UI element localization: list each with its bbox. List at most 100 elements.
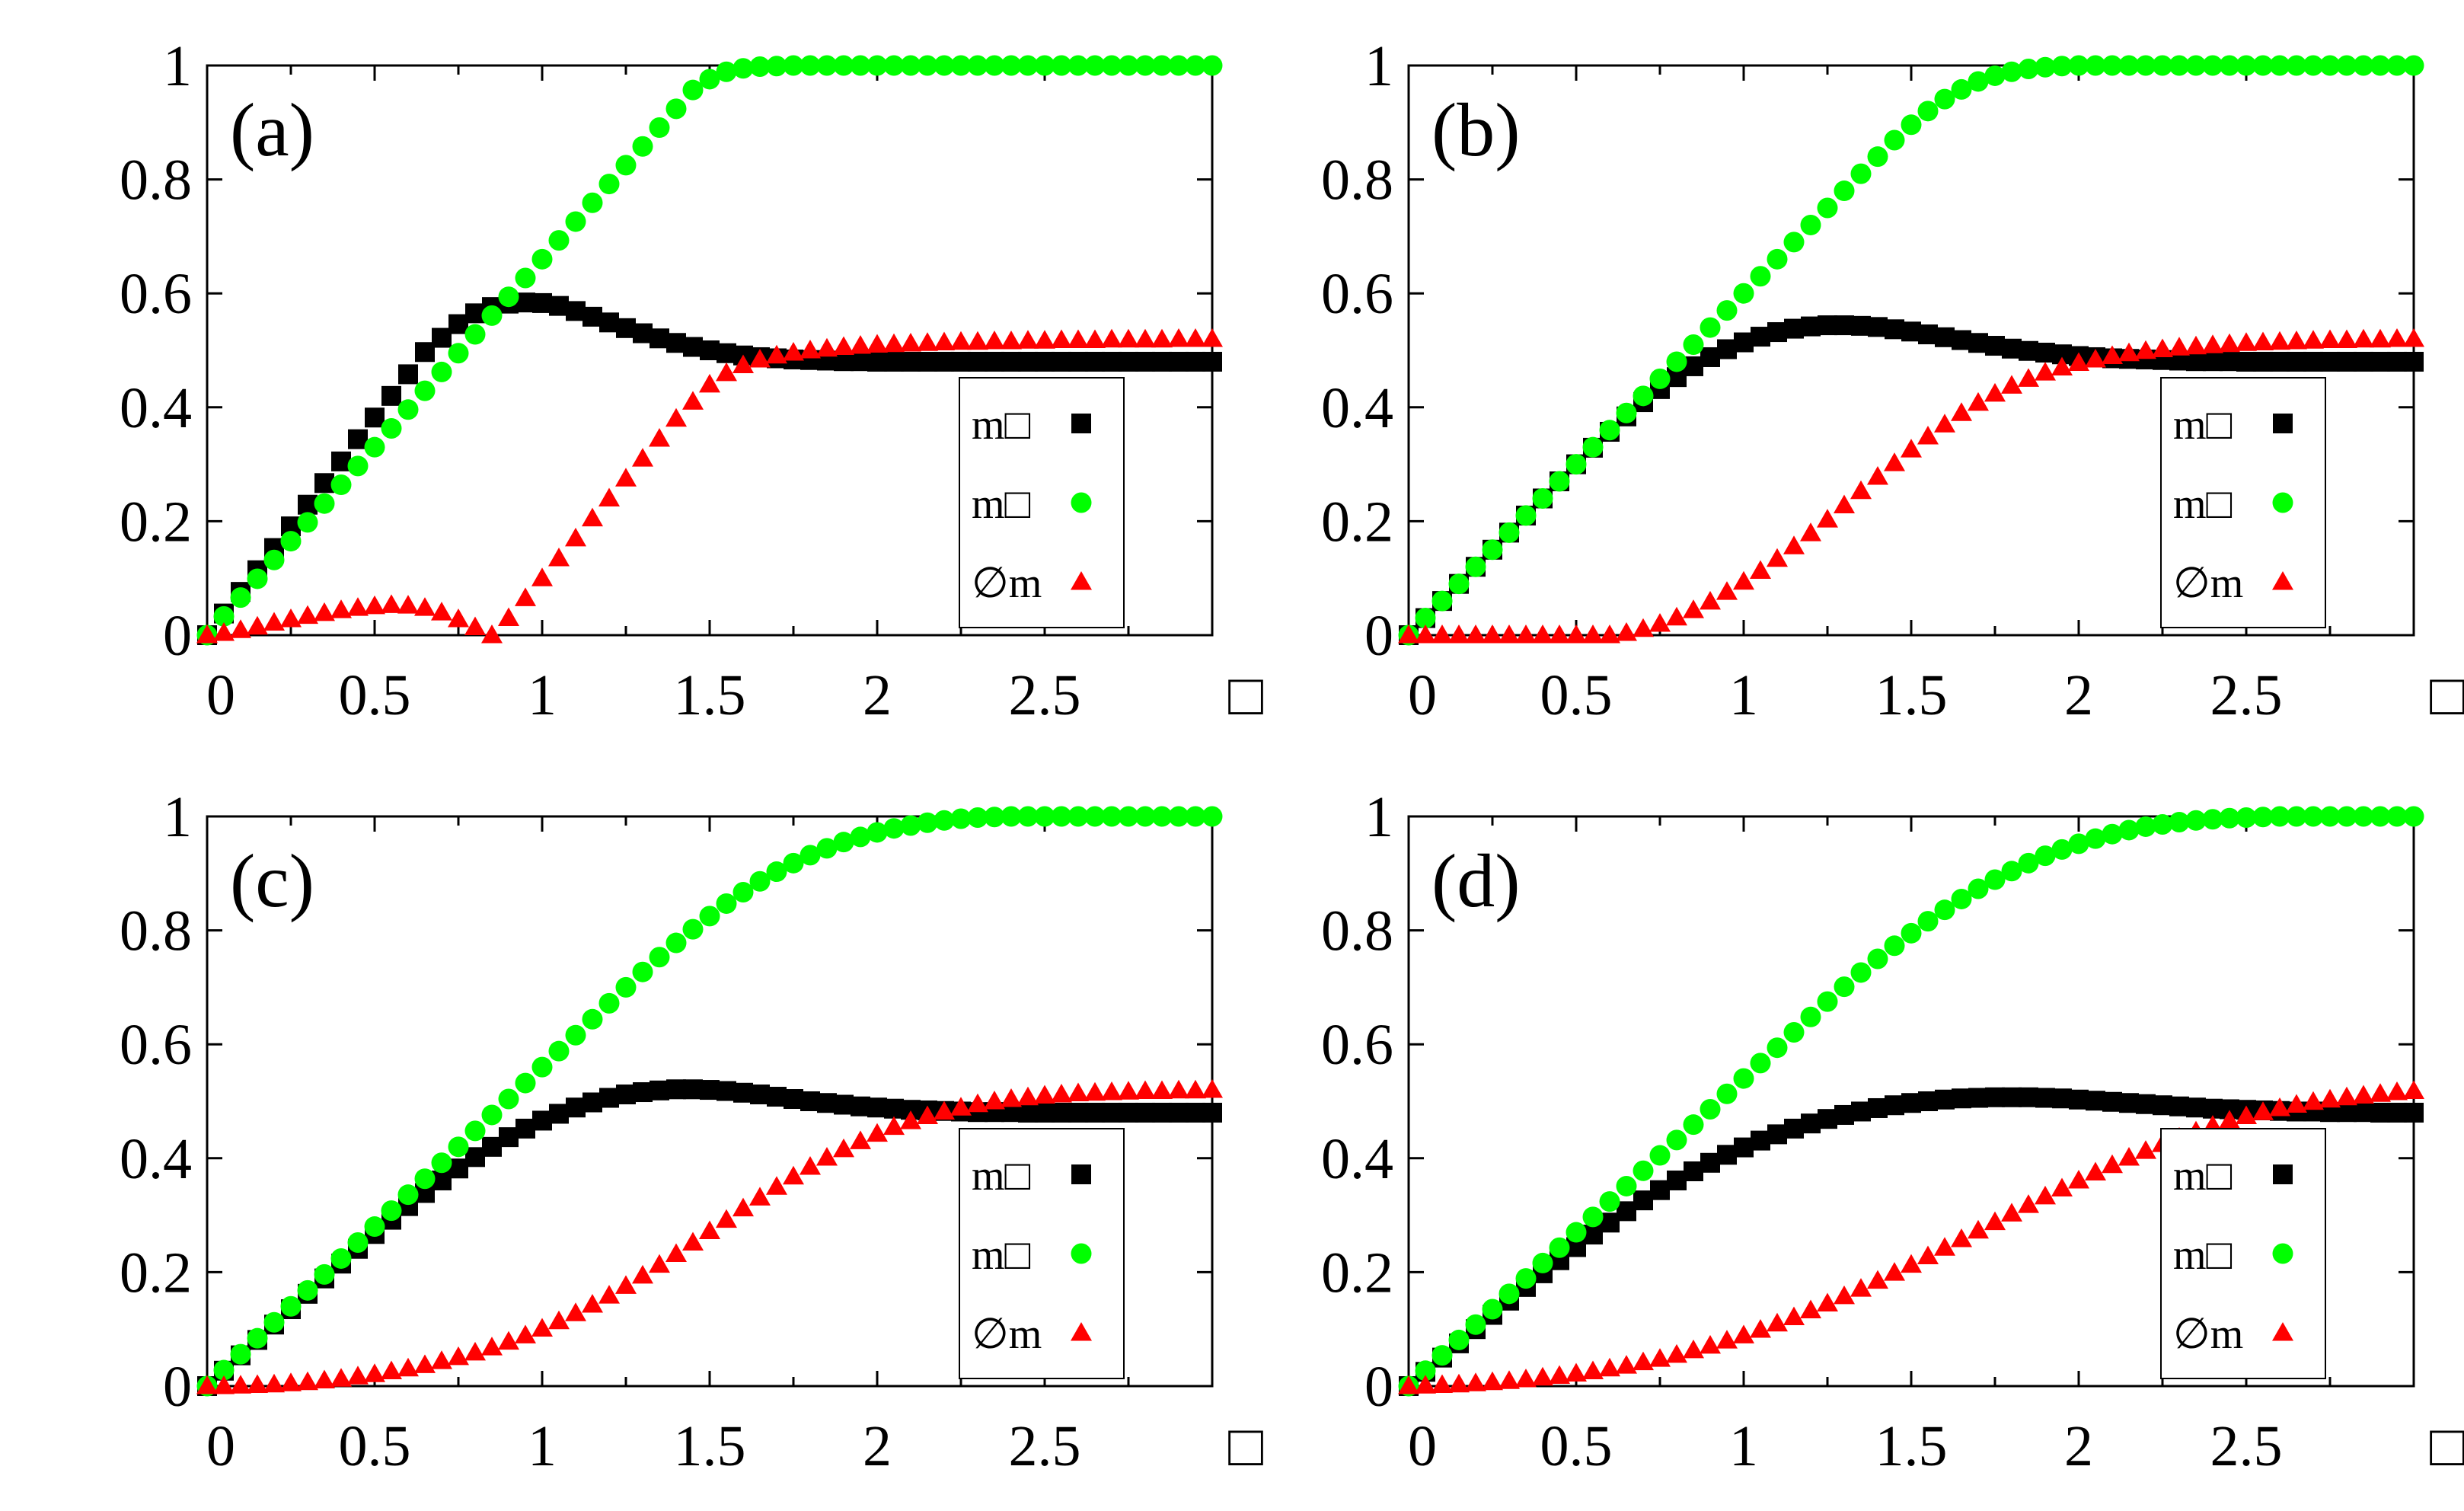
data-point-triangle	[565, 527, 586, 547]
data-point-circle	[850, 55, 871, 76]
data-point-circle	[2202, 55, 2223, 76]
data-point-square	[666, 1079, 686, 1100]
data-point-square	[2404, 1102, 2424, 1123]
data-point-triangle	[1599, 1357, 1620, 1377]
data-point-triangle	[1884, 1262, 1905, 1281]
data-point-circle	[347, 455, 369, 477]
data-point-triangle	[900, 1110, 921, 1129]
data-point-circle	[2353, 55, 2374, 76]
data-point-circle	[1051, 806, 1072, 827]
data-point-circle	[2018, 58, 2039, 79]
data-point-triangle	[2303, 1091, 2324, 1110]
data-point-triangle	[565, 1302, 586, 1321]
data-point-circle	[515, 1072, 536, 1094]
y-tick-label: 0	[1364, 604, 1393, 668]
data-point-triangle	[2118, 342, 2140, 362]
legend-label: m□	[972, 1152, 1031, 1200]
data-point-square	[1818, 1109, 1837, 1129]
data-point-square	[1751, 1130, 1770, 1151]
data-point-circle	[531, 1056, 553, 1078]
data-point-circle	[1633, 385, 1654, 407]
data-point-triangle	[1616, 622, 1637, 641]
data-point-triangle	[1800, 522, 1821, 541]
data-point-triangle	[448, 609, 469, 628]
data-point-triangle	[1901, 1254, 1922, 1273]
data-point-square	[1885, 319, 1904, 340]
data-point-triangle	[2353, 1085, 2374, 1104]
data-point-square	[934, 351, 954, 372]
data-point-circle	[1984, 869, 2006, 890]
data-point-triangle	[1482, 1371, 1503, 1391]
data-point-triangle	[2085, 348, 2106, 368]
data-point-circle	[1084, 55, 1106, 76]
data-point-triangle	[1917, 425, 1939, 445]
data-point-square	[1801, 316, 1821, 337]
data-point-triangle	[1968, 1219, 1989, 1239]
x-tick-label: 1.5	[1875, 1414, 1948, 1478]
data-point-circle	[1499, 522, 1520, 543]
data-point-circle	[1549, 471, 1570, 492]
data-point-triangle	[598, 1285, 620, 1304]
data-point-square	[532, 292, 552, 313]
data-point-square	[1918, 324, 1938, 345]
legend-label: m□	[2173, 1152, 2233, 1200]
data-point-triangle	[448, 1346, 469, 1366]
data-point-triangle	[1448, 625, 1470, 644]
data-point-triangle	[2252, 331, 2274, 351]
legend-label: ∅m	[2173, 560, 2243, 607]
data-point-triangle	[1185, 328, 1206, 347]
data-point-triangle	[280, 609, 302, 628]
data-point-square	[2153, 1095, 2172, 1116]
data-point-square	[2303, 351, 2323, 372]
data-point-triangle	[263, 612, 285, 631]
data-point-triangle	[867, 1123, 888, 1142]
data-point-triangle	[1633, 618, 1654, 637]
data-point-triangle	[1185, 1079, 1206, 1099]
data-point-circle	[883, 55, 905, 76]
data-point-circle	[1135, 55, 1156, 76]
x-tick-label: 1	[1729, 1414, 1758, 1478]
legend-marker-circle	[2272, 1243, 2293, 1264]
data-point-triangle	[1549, 1365, 1570, 1385]
data-point-triangle	[1151, 1080, 1173, 1100]
y-tick-label: 0	[163, 1355, 192, 1419]
data-point-triangle	[1051, 1084, 1072, 1103]
data-point-square	[1700, 347, 1720, 367]
data-point-square	[2035, 342, 2055, 363]
data-point-square	[381, 385, 401, 406]
data-point-circle	[247, 568, 268, 589]
data-point-circle	[2068, 55, 2089, 76]
data-point-triangle	[950, 1097, 972, 1116]
data-point-triangle	[1415, 625, 1436, 644]
data-point-circle	[2252, 807, 2274, 828]
data-point-circle	[1683, 1114, 1704, 1136]
data-point-triangle	[213, 1375, 235, 1394]
data-point-square	[1001, 351, 1021, 372]
data-point-triangle	[1017, 330, 1039, 349]
data-point-circle	[548, 1040, 570, 1062]
data-point-triangle	[632, 1264, 653, 1284]
data-point-square	[532, 1110, 552, 1131]
data-point-triangle	[1084, 329, 1106, 349]
data-point-circle	[2236, 807, 2257, 828]
legend-marker-square	[2273, 414, 2293, 433]
data-point-triangle	[867, 334, 888, 353]
data-point-circle	[1068, 806, 1089, 827]
data-point-triangle	[934, 1101, 955, 1120]
data-point-circle	[1499, 1283, 1520, 1305]
data-point-circle	[716, 61, 737, 82]
data-point-triangle	[1482, 625, 1503, 644]
data-point-circle	[1884, 129, 1905, 151]
data-point-triangle	[967, 1093, 988, 1113]
data-point-square	[1035, 351, 1055, 372]
data-point-square	[515, 1118, 535, 1139]
x-axis-label: □	[1228, 663, 1263, 727]
data-point-triangle	[1415, 1375, 1436, 1394]
y-tick-label: 0.6	[1321, 1013, 1393, 1077]
data-point-triangle	[2336, 1086, 2357, 1106]
data-point-circle	[2386, 806, 2408, 827]
data-point-circle	[1800, 214, 1821, 235]
data-point-circle	[732, 58, 754, 79]
data-point-circle	[515, 267, 536, 289]
data-point-square	[566, 301, 586, 321]
